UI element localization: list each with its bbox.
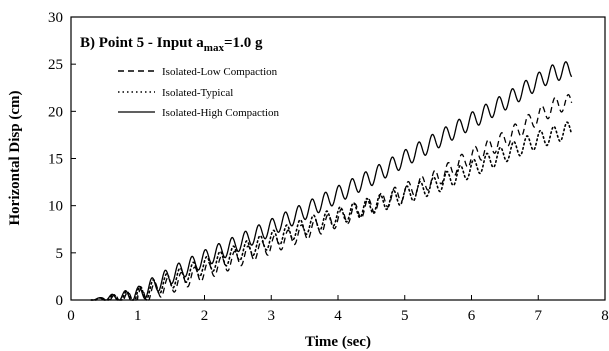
y-tick-label: 10 — [48, 199, 63, 215]
y-tick-label: 5 — [56, 246, 64, 262]
legend-label-typical: Isolated-Typical — [162, 87, 233, 99]
y-tick-label: 30 — [48, 10, 63, 26]
plot-frame — [70, 16, 606, 301]
panel-title: B) Point 5 - Input amax=1.0 g — [80, 35, 263, 54]
y-axis-label: Horizontal Disp (cm) — [7, 91, 23, 226]
series-layer — [90, 61, 573, 301]
legend: Isolated-Low Compaction Isolated-Typical… — [118, 66, 280, 119]
y-tick-label: 15 — [48, 152, 63, 168]
x-tick-label: 8 — [601, 308, 609, 324]
series-line-isolated-low-compaction — [91, 93, 573, 301]
y-tick-label: 20 — [48, 104, 63, 120]
y-tick-label: 25 — [48, 57, 63, 73]
plot-area-border — [70, 16, 606, 301]
legend-label-high-compaction: Isolated-High Compaction — [162, 107, 280, 119]
legend-label-low-compaction: Isolated-Low Compaction — [162, 66, 278, 78]
series-line-isolated-high-compaction — [91, 61, 573, 301]
x-tick-label: 7 — [535, 308, 543, 324]
x-tick-label: 0 — [67, 308, 75, 324]
series-line-isolated-typical — [90, 121, 573, 301]
x-tick-label: 3 — [268, 308, 276, 324]
y-tick-label: 0 — [56, 293, 64, 309]
x-axis-label: Time (sec) — [305, 334, 371, 350]
x-tick-label: 4 — [334, 308, 342, 324]
x-tick-label: 5 — [401, 308, 409, 324]
x-tick-label: 6 — [468, 308, 476, 324]
x-tick-label: 2 — [201, 308, 209, 324]
x-tick-label: 1 — [134, 308, 142, 324]
axis-ticks: 0 1 2 3 4 5 6 7 8 0 5 10 15 20 25 30 — [48, 10, 609, 324]
